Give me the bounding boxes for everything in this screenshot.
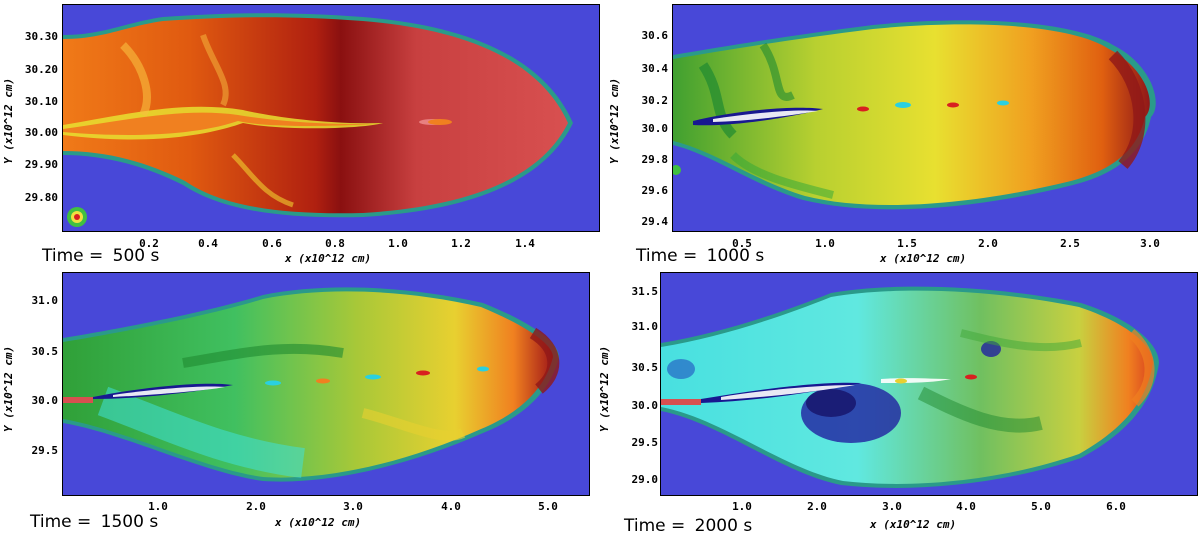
y-tick: 31.5 <box>631 285 659 298</box>
time-label-500s: Time = 500 s <box>42 246 163 266</box>
time-value: 1000 s <box>706 246 765 266</box>
x-tick: 1.4 <box>515 237 535 250</box>
y-tick: 31.0 <box>31 294 59 307</box>
y-tick: 29.90 <box>24 158 58 171</box>
y-tick: 29.8 <box>641 153 669 166</box>
x-tick: 1.0 <box>815 237 835 250</box>
x-tick: 1.0 <box>148 500 168 513</box>
x-tick: 3.0 <box>343 500 363 513</box>
y-tick: 29.5 <box>631 436 659 449</box>
x-tick: 0.4 <box>198 237 218 250</box>
simulation-frame-1500s <box>62 272 590 496</box>
time-label-1000s: Time = 1000 s <box>636 246 768 266</box>
y-tick: 30.30 <box>24 30 58 43</box>
x-axis-title: x (x10^12 cm) <box>275 516 362 529</box>
y-axis-title: Y (x10^12 cm) <box>598 345 611 432</box>
y-tick: 30.10 <box>24 95 58 108</box>
x-axis-title: x (x10^12 cm) <box>285 252 372 265</box>
y-tick: 30.20 <box>24 63 58 76</box>
x-tick: 1.5 <box>897 237 917 250</box>
y-tick: 30.5 <box>31 345 59 358</box>
y-tick: 29.80 <box>24 191 58 204</box>
y-axis-title: Y (x10^12 cm) <box>2 345 15 432</box>
time-value: 2000 s <box>694 516 753 536</box>
x-tick: 4.0 <box>956 500 976 513</box>
x-tick: 2.0 <box>246 500 266 513</box>
x-tick: 0.5 <box>732 237 752 250</box>
y-tick: 30.2 <box>641 94 669 107</box>
x-tick: 2.0 <box>978 237 998 250</box>
time-label-1500s: Time = 1500 s <box>30 512 162 532</box>
time-label-2000s: Time = 2000 s <box>624 516 756 536</box>
jet-density-map-2000s <box>661 286 1159 488</box>
jet-density-map-500s <box>63 13 573 227</box>
x-tick: 3.0 <box>1140 237 1160 250</box>
x-tick: 5.0 <box>538 500 558 513</box>
x-tick: 4.0 <box>441 500 461 513</box>
y-tick: 30.00 <box>24 126 58 139</box>
x-tick: 2.5 <box>1060 237 1080 250</box>
y-tick: 30.4 <box>641 62 669 75</box>
y-axis-title: Y (x10^12 cm) <box>2 77 15 164</box>
x-tick: 0.6 <box>262 237 282 250</box>
simulation-frame-2000s <box>660 272 1198 496</box>
y-tick: 29.0 <box>631 473 659 486</box>
x-tick: 6.0 <box>1106 500 1126 513</box>
x-tick: 0.2 <box>139 237 159 250</box>
x-tick: 1.2 <box>451 237 471 250</box>
jet-density-map-1500s <box>63 287 560 482</box>
x-axis-title: x (x10^12 cm) <box>870 518 957 531</box>
simulation-frame-1000s <box>672 4 1198 232</box>
x-tick: 0.8 <box>325 237 345 250</box>
y-tick: 30.5 <box>631 361 659 374</box>
y-axis-title: Y (x10^12 cm) <box>608 77 621 164</box>
time-value: 1500 s <box>100 512 159 532</box>
y-tick: 30.6 <box>641 29 669 42</box>
y-tick: 29.6 <box>641 184 669 197</box>
x-tick: 3.0 <box>882 500 902 513</box>
x-axis-title: x (x10^12 cm) <box>880 252 967 265</box>
y-tick: 30.0 <box>641 122 669 135</box>
time-prefix: Time = <box>30 512 92 532</box>
jet-density-map-1000s <box>673 20 1156 210</box>
y-tick: 30.0 <box>31 394 59 407</box>
time-prefix: Time = <box>42 246 104 266</box>
time-prefix: Time = <box>636 246 698 266</box>
y-tick: 31.0 <box>631 320 659 333</box>
x-tick: 2.0 <box>807 500 827 513</box>
x-tick: 1.0 <box>388 237 408 250</box>
y-tick: 29.5 <box>31 444 59 457</box>
simulation-frame-500s <box>62 4 600 232</box>
x-tick: 1.0 <box>732 500 752 513</box>
time-prefix: Time = <box>624 516 686 536</box>
y-tick: 30.0 <box>631 399 659 412</box>
x-tick: 5.0 <box>1031 500 1051 513</box>
y-tick: 29.4 <box>641 215 669 228</box>
time-value: 500 s <box>112 246 160 266</box>
